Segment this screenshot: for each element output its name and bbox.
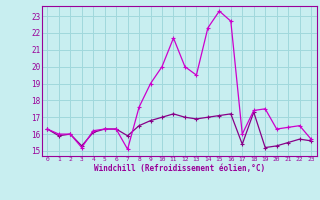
X-axis label: Windchill (Refroidissement éolien,°C): Windchill (Refroidissement éolien,°C) [94, 164, 265, 173]
